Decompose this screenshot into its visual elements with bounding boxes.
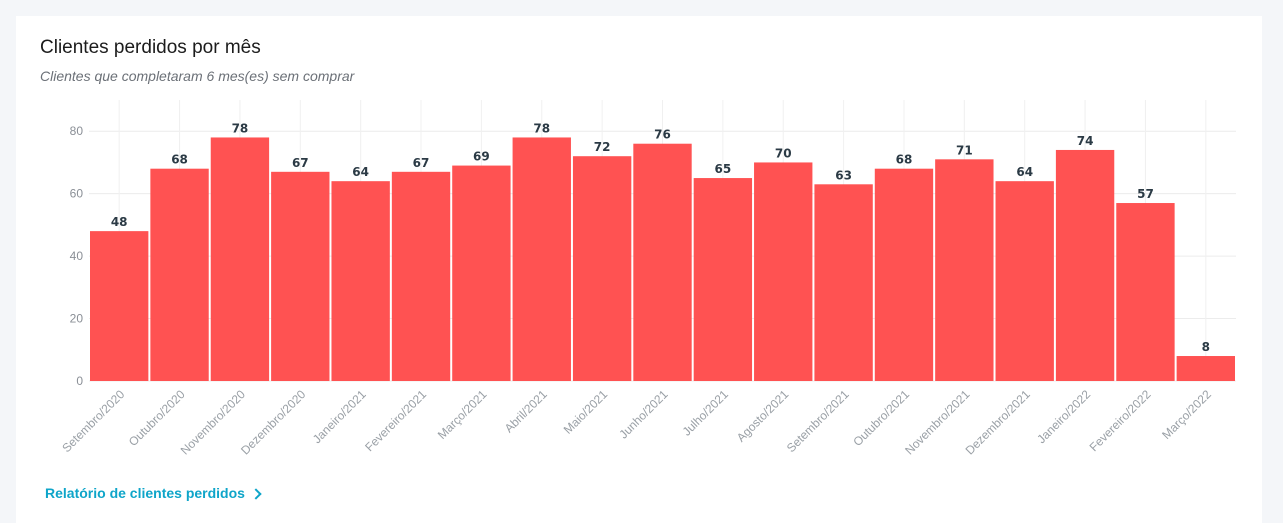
bar: [150, 168, 209, 381]
x-tick-label: Setembro/2020: [59, 387, 127, 455]
data-label: 57: [1137, 187, 1154, 201]
x-tick-label: Julho/2021: [680, 387, 732, 439]
bar: [391, 171, 451, 381]
bar: [90, 231, 149, 381]
chart-subtitle: Clientes que completaram 6 mes(es) sem c…: [40, 68, 355, 84]
bar: [874, 168, 934, 381]
y-tick-label: 60: [70, 187, 84, 201]
data-label: 74: [1077, 134, 1094, 148]
y-tick-label: 0: [76, 374, 83, 388]
chart-card: Clientes perdidos por mês Clientes que c…: [16, 16, 1262, 523]
data-label: 69: [473, 150, 490, 164]
x-tick-label: Dezembro/2021: [963, 387, 1034, 458]
x-tick-label: Fevereiro/2022: [1087, 387, 1154, 454]
data-label: 78: [232, 121, 249, 135]
bar: [271, 171, 330, 381]
data-label: 78: [533, 121, 550, 135]
bar: [1116, 203, 1175, 381]
data-label: 63: [835, 168, 852, 182]
bar: [995, 181, 1054, 381]
data-label: 76: [654, 128, 671, 142]
lost-clients-report-link[interactable]: Relatório de clientes perdidos: [45, 485, 262, 501]
bar: [512, 137, 571, 381]
data-label: 8: [1202, 340, 1210, 354]
bar: [693, 178, 753, 381]
x-tick-label: Setembro/2021: [784, 387, 852, 455]
bar-chart: 0 20 40 60 80 48 68 78 67 64 67 69 78 72 76 65 70 63 68 71 6…: [59, 100, 1236, 458]
data-label: 71: [956, 143, 973, 157]
data-label: 48: [111, 215, 128, 229]
data-label: 67: [292, 156, 309, 170]
x-tick-label: Outubro/2020: [126, 387, 188, 449]
y-tick-label: 80: [70, 124, 84, 138]
x-tick-label: Junho/2021: [616, 387, 670, 441]
x-tick-label: Fevereiro/2021: [362, 387, 429, 454]
x-tick-label: Janeiro/2022: [1034, 387, 1093, 446]
data-label: 65: [715, 162, 732, 176]
x-tick-label: Outubro/2021: [850, 387, 912, 449]
data-label: 70: [775, 146, 792, 160]
data-label: 64: [1016, 165, 1033, 179]
bar: [935, 159, 994, 381]
data-label: 68: [171, 153, 188, 167]
bar: [1055, 149, 1115, 381]
data-label: 68: [896, 153, 913, 167]
y-tick-label: 20: [70, 312, 84, 326]
x-tick-label: Agosto/2021: [734, 387, 792, 445]
x-tick-label: Dezembro/2020: [238, 387, 309, 458]
bar: [633, 143, 692, 381]
bar: [331, 181, 390, 381]
data-label: 72: [594, 140, 611, 154]
bar: [210, 137, 270, 381]
bar: [754, 162, 813, 381]
bar: [814, 184, 873, 381]
x-tick-label: Março/2022: [1159, 387, 1214, 442]
bar: [1176, 356, 1235, 381]
report-link-label: Relatório de clientes perdidos: [45, 485, 245, 501]
data-label: 64: [352, 165, 369, 179]
chart-title: Clientes perdidos por mês: [40, 37, 261, 58]
x-tick-label: Janeiro/2021: [310, 387, 369, 446]
x-tick-label: Maio/2021: [561, 387, 611, 437]
bar: [452, 165, 511, 381]
y-tick-label: 40: [70, 249, 84, 263]
x-tick-label: Abril/2021: [502, 387, 550, 435]
x-tick-label: Março/2021: [435, 387, 490, 442]
chevron-right-icon: [250, 487, 262, 500]
data-label: 67: [413, 156, 430, 170]
bar: [572, 156, 632, 381]
